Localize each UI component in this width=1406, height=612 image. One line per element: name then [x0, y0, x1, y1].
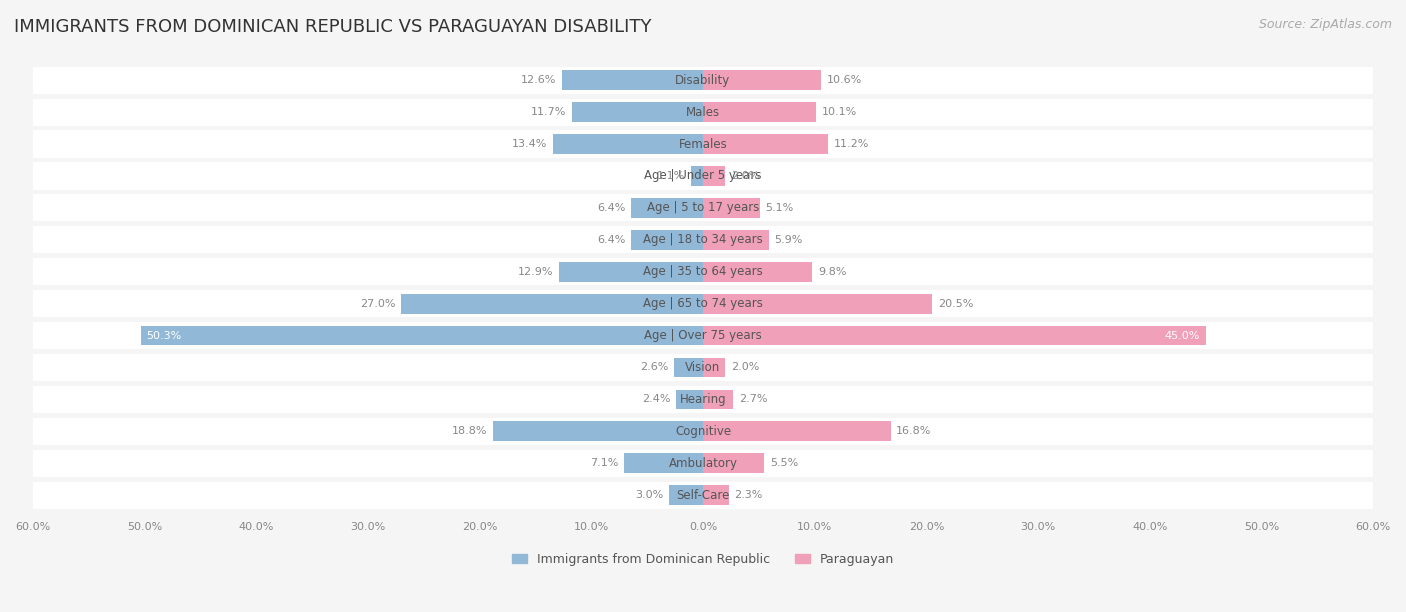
Text: 10.6%: 10.6% — [827, 75, 862, 85]
Text: 1.1%: 1.1% — [657, 171, 685, 181]
Bar — [669, 485, 703, 505]
Text: 27.0%: 27.0% — [360, 299, 395, 308]
Text: Ambulatory: Ambulatory — [668, 457, 738, 470]
Text: 3.0%: 3.0% — [636, 490, 664, 500]
Text: 2.3%: 2.3% — [734, 490, 762, 500]
Bar — [703, 230, 769, 250]
Bar — [32, 290, 1374, 317]
Bar — [141, 326, 703, 345]
Bar — [703, 357, 725, 378]
Text: 10.1%: 10.1% — [821, 107, 856, 117]
Text: 50.3%: 50.3% — [146, 330, 181, 340]
Text: 2.6%: 2.6% — [640, 362, 668, 373]
Bar — [703, 326, 1206, 345]
Text: 18.8%: 18.8% — [451, 427, 488, 436]
Text: 2.0%: 2.0% — [731, 171, 759, 181]
Text: Age | 5 to 17 years: Age | 5 to 17 years — [647, 201, 759, 214]
Text: Age | Under 5 years: Age | Under 5 years — [644, 170, 762, 182]
Bar — [32, 258, 1374, 285]
Text: Cognitive: Cognitive — [675, 425, 731, 438]
Bar — [32, 482, 1374, 509]
Text: Age | 35 to 64 years: Age | 35 to 64 years — [643, 265, 763, 278]
Text: 5.9%: 5.9% — [775, 235, 803, 245]
Bar — [32, 99, 1374, 125]
Bar — [558, 262, 703, 282]
Text: 13.4%: 13.4% — [512, 139, 548, 149]
Bar — [624, 453, 703, 473]
Text: 11.7%: 11.7% — [531, 107, 567, 117]
Text: 16.8%: 16.8% — [896, 427, 932, 436]
Bar — [32, 386, 1374, 413]
Bar — [32, 162, 1374, 190]
Text: IMMIGRANTS FROM DOMINICAN REPUBLIC VS PARAGUAYAN DISABILITY: IMMIGRANTS FROM DOMINICAN REPUBLIC VS PA… — [14, 18, 651, 36]
Bar — [32, 226, 1374, 253]
Bar — [631, 198, 703, 218]
Bar — [32, 67, 1374, 94]
Bar — [703, 198, 761, 218]
Bar — [703, 70, 821, 90]
Text: 11.2%: 11.2% — [834, 139, 869, 149]
Bar — [631, 230, 703, 250]
Text: Age | Over 75 years: Age | Over 75 years — [644, 329, 762, 342]
Text: 5.5%: 5.5% — [770, 458, 799, 468]
Bar — [562, 70, 703, 90]
Text: Hearing: Hearing — [679, 393, 727, 406]
Text: 2.4%: 2.4% — [643, 394, 671, 405]
Text: Self-Care: Self-Care — [676, 488, 730, 502]
Bar — [32, 450, 1374, 477]
Text: 9.8%: 9.8% — [818, 267, 846, 277]
Bar — [703, 102, 815, 122]
Text: 2.7%: 2.7% — [738, 394, 768, 405]
Bar — [703, 262, 813, 282]
Text: 7.1%: 7.1% — [589, 458, 619, 468]
Bar — [32, 322, 1374, 349]
Bar — [703, 166, 725, 186]
Text: 6.4%: 6.4% — [598, 235, 626, 245]
Legend: Immigrants from Dominican Republic, Paraguayan: Immigrants from Dominican Republic, Para… — [506, 548, 900, 571]
Bar — [32, 194, 1374, 222]
Text: Age | 18 to 34 years: Age | 18 to 34 years — [643, 233, 763, 246]
Bar — [676, 389, 703, 409]
Bar — [673, 357, 703, 378]
Bar — [401, 294, 703, 313]
Text: 2.0%: 2.0% — [731, 362, 759, 373]
Bar — [32, 354, 1374, 381]
Text: Source: ZipAtlas.com: Source: ZipAtlas.com — [1258, 18, 1392, 31]
Text: Disability: Disability — [675, 73, 731, 87]
Bar — [703, 422, 891, 441]
Text: 5.1%: 5.1% — [766, 203, 794, 213]
Text: 12.9%: 12.9% — [517, 267, 554, 277]
Bar — [703, 134, 828, 154]
Bar — [690, 166, 703, 186]
Text: 45.0%: 45.0% — [1164, 330, 1201, 340]
Text: Age | 65 to 74 years: Age | 65 to 74 years — [643, 297, 763, 310]
Text: 12.6%: 12.6% — [522, 75, 557, 85]
Bar — [494, 422, 703, 441]
Bar — [703, 485, 728, 505]
Bar — [703, 389, 733, 409]
Bar — [554, 134, 703, 154]
Text: Females: Females — [679, 138, 727, 151]
Bar — [572, 102, 703, 122]
Bar — [32, 418, 1374, 445]
Text: Males: Males — [686, 106, 720, 119]
Bar — [703, 294, 932, 313]
Text: Vision: Vision — [685, 361, 721, 374]
Text: 20.5%: 20.5% — [938, 299, 973, 308]
Bar — [703, 453, 765, 473]
Bar — [32, 130, 1374, 158]
Text: 6.4%: 6.4% — [598, 203, 626, 213]
